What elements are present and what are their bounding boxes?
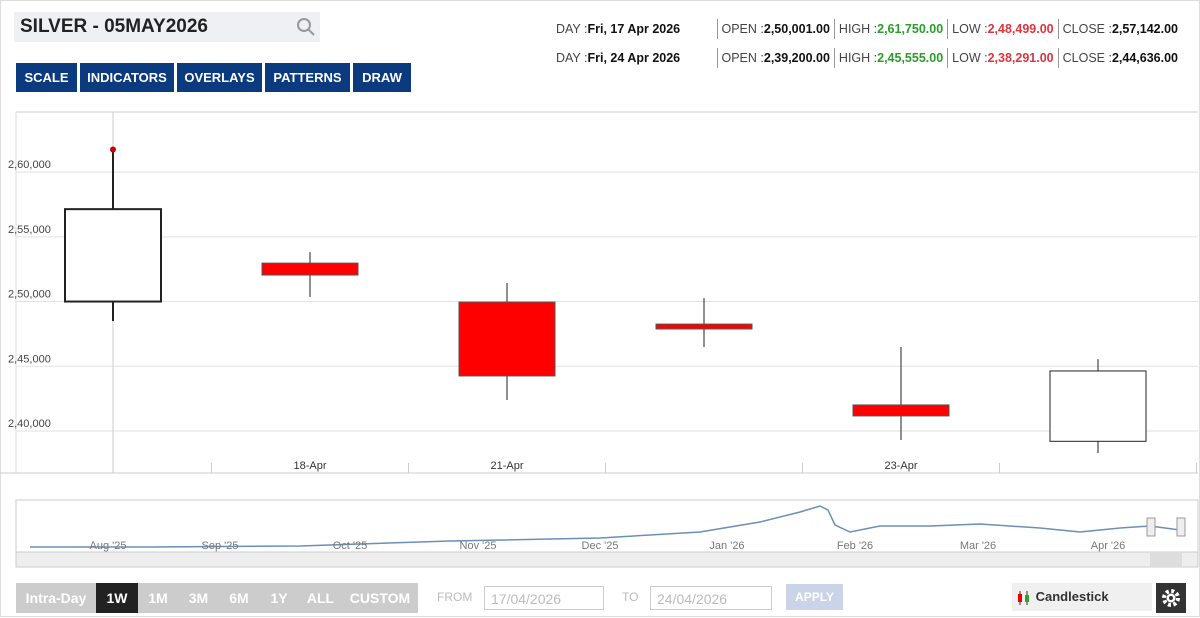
open-value: 2,39,200.00 [763, 51, 830, 65]
range-button[interactable]: 1M [138, 583, 178, 613]
separator [833, 48, 835, 68]
apply-button[interactable]: APPLY [786, 584, 843, 610]
navigator-month: Mar '26 [960, 540, 996, 552]
close-label: CLOSE : [1062, 22, 1112, 36]
scroll-thumb[interactable] [1150, 553, 1182, 566]
chart-type: Candlestick [1035, 589, 1109, 604]
candle-body [1049, 370, 1147, 442]
y-tick-label: 2,55,000 [8, 224, 51, 236]
navigator-line [30, 505, 1181, 548]
close-value: 2,57,142.00 [1111, 22, 1179, 36]
separator [947, 48, 949, 68]
open-label: OPEN : [721, 51, 764, 65]
range-button[interactable]: 3M [178, 583, 219, 613]
search-icon[interactable] [296, 17, 316, 37]
toolbar-button[interactable]: PATTERNS [265, 63, 350, 92]
open-value: 2,50,001.00 [763, 22, 830, 36]
high-value: 2,61,750.00 [877, 22, 944, 36]
toolbar-button[interactable]: OVERLAYS [177, 63, 262, 92]
low-value: 2,38,291.00 [987, 51, 1054, 65]
navigator-month: Apr '26 [1091, 540, 1126, 552]
range-button[interactable]: 6M [219, 583, 259, 613]
chart: 2,40,000 2,45,000 2,50,000 2,55,000 2,60,000… [0, 111, 1199, 568]
scrollbar[interactable] [15, 551, 1199, 568]
navigator-month: Nov '25 [460, 540, 497, 552]
high-marker [110, 146, 116, 153]
y-tick-label: 2,45,000 [8, 353, 51, 365]
range-button[interactable]: CUSTOM [342, 583, 418, 613]
candle-body [261, 262, 359, 276]
low-label: LOW : [952, 22, 988, 36]
navigator-month: Sep '25 [202, 540, 239, 552]
x-tick-label: 21-Apr [490, 460, 523, 472]
info-row: DAY : Fri, 24 Apr 2026 OPEN : 2,39,200.00… [556, 48, 1178, 68]
separator [1057, 19, 1059, 39]
candle-body [64, 208, 162, 303]
y-tick-label: 2,50,000 [8, 289, 51, 301]
day-label: DAY : [556, 22, 588, 36]
high-label: HIGH : [838, 51, 878, 65]
high-label: HIGH : [838, 22, 878, 36]
info-row: DAY : Fri, 17 Apr 2026 OPEN : 2,50,001.00… [556, 19, 1178, 39]
toolbar-button[interactable]: INDICATORS [80, 63, 174, 92]
high-value: 2,45,555.00 [877, 51, 944, 65]
range-button[interactable]: 1W [96, 583, 138, 613]
separator [716, 48, 718, 68]
to-label: TO [622, 590, 639, 604]
candle-icon [1018, 590, 1029, 605]
low-label: LOW : [952, 51, 988, 65]
nav-handle[interactable] [1146, 517, 1156, 537]
x-tick-label: 23-Apr [884, 460, 917, 472]
navigator-month: Feb '26 [837, 540, 873, 552]
separator [1057, 48, 1059, 68]
settings-button[interactable] [1156, 583, 1186, 613]
range-button[interactable]: ALL [299, 583, 342, 613]
day-value: Fri, 24 Apr 2026 [587, 51, 681, 65]
y-tick-label: 2,60,000 [8, 159, 51, 171]
chart-type-select[interactable]: Candlestick [1012, 583, 1152, 611]
to-date[interactable]: 24/04/2026 [650, 586, 772, 610]
nav-handle[interactable] [1176, 517, 1186, 537]
candle-body [852, 404, 950, 417]
day-value: Fri, 17 Apr 2026 [587, 22, 681, 36]
y-tick-label: 2,40,000 [8, 418, 51, 430]
separator [716, 19, 718, 39]
x-tick-label: 18-Apr [293, 460, 326, 472]
candle-body [655, 323, 753, 330]
range-button[interactable]: Intra-Day [16, 583, 96, 613]
candle-body [458, 301, 556, 377]
open-label: OPEN : [721, 22, 764, 36]
from-label: FROM [437, 590, 473, 604]
symbol-box[interactable]: SILVER - 05MAY2026 [14, 12, 320, 42]
close-label: CLOSE : [1062, 51, 1112, 65]
symbol: SILVER - 05MAY2026 [20, 16, 208, 37]
navigator-month: Aug '25 [90, 540, 127, 552]
navigator-month: Dec '25 [582, 540, 619, 552]
day-label: DAY : [556, 51, 588, 65]
separator [947, 19, 949, 39]
low-value: 2,48,499.00 [987, 22, 1054, 36]
gear-icon [1162, 589, 1180, 607]
range-button[interactable]: 1Y [259, 583, 299, 613]
close-value: 2,44,636.00 [1111, 51, 1179, 65]
navigator-month: Oct '25 [333, 540, 368, 552]
toolbar-button[interactable]: SCALE [16, 63, 77, 92]
separator [833, 19, 835, 39]
toolbar-button[interactable]: DRAW [353, 63, 411, 92]
navigator-month: Jan '26 [709, 540, 744, 552]
from-date[interactable]: 17/04/2026 [484, 586, 604, 610]
